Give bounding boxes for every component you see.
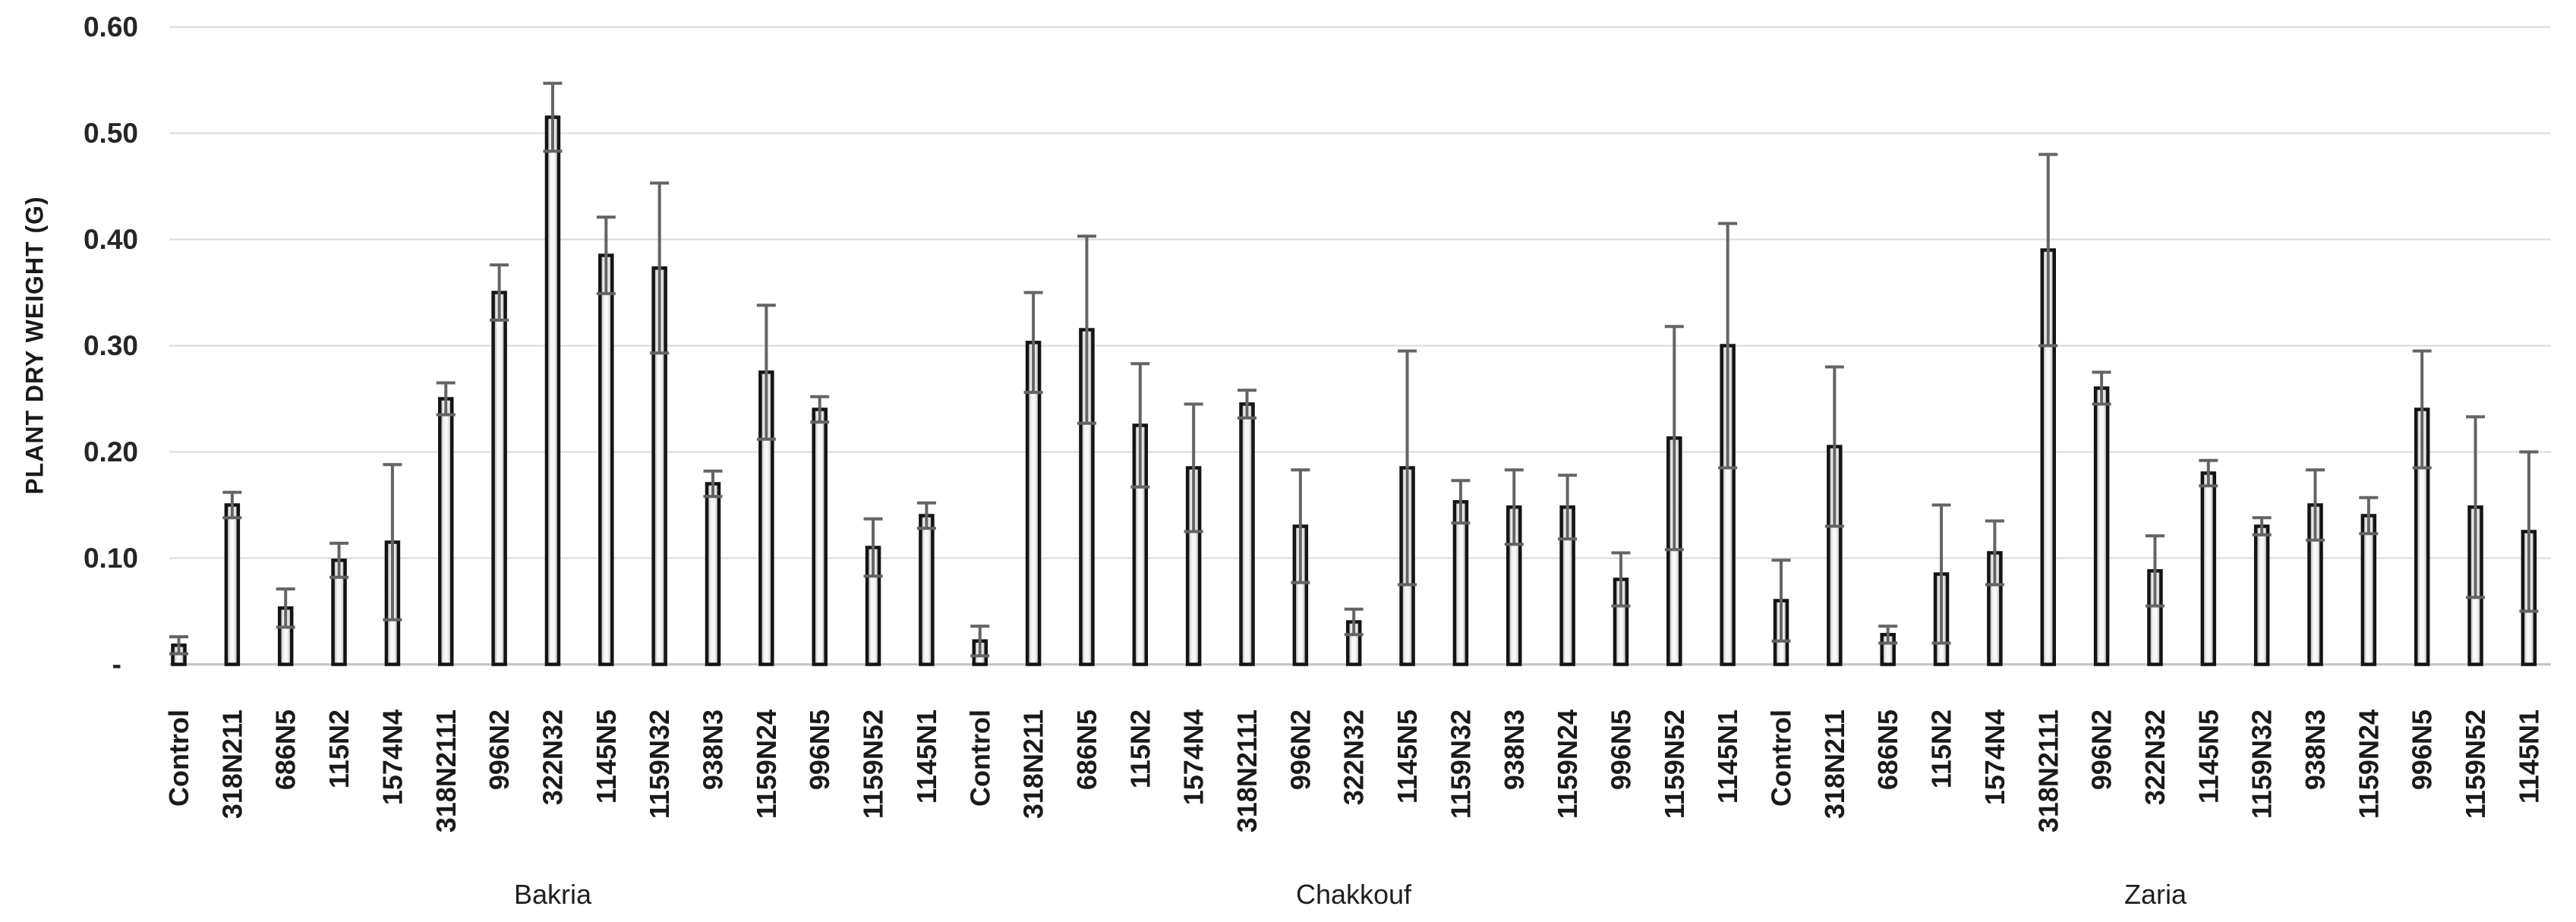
x-tick-label-chakkouf-1574n4: 1574N4 xyxy=(1178,710,1209,805)
bar-zaria-1145n5 xyxy=(2200,471,2217,666)
x-tick-label-zaria-1145n1: 1145N1 xyxy=(2513,710,2544,804)
x-tick-label-chakkouf-318n2111: 318N2111 xyxy=(1231,710,1263,832)
x-tick-label-zaria-322n32: 322N32 xyxy=(2139,710,2171,805)
x-tick-label-bakria-1159n32: 1159N32 xyxy=(644,710,675,819)
x-tick-label-bakria-control: Control xyxy=(163,710,194,807)
x-tick-label-zaria-996n2: 996N2 xyxy=(2086,710,2117,790)
y-tick-label-0.40: 0.40 xyxy=(84,224,138,255)
y-tick-label-0.20: 0.20 xyxy=(84,436,138,467)
x-tick-label-bakria-1159n24: 1159N24 xyxy=(751,710,782,819)
bar-zaria-996n2 xyxy=(2093,386,2110,666)
y-tick-label--: - xyxy=(112,649,121,680)
bar-bakria-318n2111 xyxy=(438,397,454,666)
x-tick-label-bakria-1145n1: 1145N1 xyxy=(911,710,942,804)
x-tick-label-bakria-1574n4: 1574N4 xyxy=(377,710,408,805)
bar-zaria-1159n32 xyxy=(2253,524,2270,666)
y-tick-label-0.50: 0.50 xyxy=(84,118,138,149)
y-axis-title: PLANT DRY WEIGHT (G) xyxy=(20,196,49,495)
x-tick-label-chakkouf-686n5: 686N5 xyxy=(1071,710,1102,790)
x-tick-label-chakkouf-996n2: 996N2 xyxy=(1285,710,1316,790)
bar-bakria-996n5 xyxy=(812,408,828,666)
x-tick-label-chakkouf-322n32: 322N32 xyxy=(1338,710,1370,805)
x-tick-label-chakkouf-938n3: 938N3 xyxy=(1499,710,1530,790)
x-tick-label-bakria-996n2: 996N2 xyxy=(484,710,515,790)
x-tick-label-zaria-control: Control xyxy=(1766,710,1797,807)
x-tick-label-bakria-1159n52: 1159N52 xyxy=(858,710,889,819)
x-tick-label-chakkouf-1159n24: 1159N24 xyxy=(1552,710,1583,819)
group-label-bakria: Bakria xyxy=(513,879,592,910)
x-tick-label-zaria-996n5: 996N5 xyxy=(2407,710,2438,790)
x-tick-label-chakkouf-1159n32: 1159N32 xyxy=(1445,710,1476,819)
bar-bakria-322n32 xyxy=(544,115,561,666)
bar-bakria-1145n5 xyxy=(598,253,614,666)
x-tick-label-chakkouf-1159n52: 1159N52 xyxy=(1659,710,1690,819)
y-tick-label-0.60: 0.60 xyxy=(84,11,138,42)
x-tick-label-bakria-318n2111: 318N2111 xyxy=(430,710,462,832)
x-tick-label-chakkouf-control: Control xyxy=(964,710,995,807)
x-tick-label-bakria-318n211: 318N211 xyxy=(216,710,248,819)
bar-bakria-1145n1 xyxy=(919,514,935,666)
x-tick-label-chakkouf-115n2: 115N2 xyxy=(1124,710,1156,788)
x-tick-label-zaria-938n3: 938N3 xyxy=(2300,710,2331,790)
x-tick-label-bakria-686n5: 686N5 xyxy=(270,710,301,790)
x-tick-label-zaria-1159n32: 1159N32 xyxy=(2247,710,2278,819)
x-tick-label-chakkouf-318n211: 318N211 xyxy=(1018,710,1049,819)
x-tick-label-zaria-318n211: 318N211 xyxy=(1819,710,1850,819)
x-tick-label-chakkouf-1145n5: 1145N5 xyxy=(1392,710,1423,804)
x-tick-label-bakria-115n2: 115N2 xyxy=(323,710,355,788)
group-label-chakkouf: Chakkouf xyxy=(1295,879,1412,910)
bar-bakria-938n3 xyxy=(705,482,721,666)
x-tick-label-bakria-1145n5: 1145N5 xyxy=(591,710,622,804)
bar-zaria-1159n24 xyxy=(2360,514,2377,666)
bar-chakkouf-318n2111 xyxy=(1239,402,1255,666)
y-tick-label-0.10: 0.10 xyxy=(84,543,138,574)
x-tick-label-chakkouf-996n5: 996N5 xyxy=(1605,710,1636,790)
x-tick-label-zaria-318n2111: 318N2111 xyxy=(2032,710,2064,832)
bar-bakria-318n211 xyxy=(224,503,241,666)
group-label-zaria: Zaria xyxy=(2124,879,2187,910)
x-tick-label-bakria-322n32: 322N32 xyxy=(537,710,568,805)
x-tick-label-zaria-1159n24: 1159N24 xyxy=(2353,710,2384,819)
x-tick-label-zaria-115n2: 115N2 xyxy=(1926,710,1957,788)
x-tick-label-zaria-686n5: 686N5 xyxy=(1872,710,1903,790)
x-tick-label-bakria-996n5: 996N5 xyxy=(804,710,835,790)
x-tick-label-bakria-938n3: 938N3 xyxy=(698,710,729,790)
x-tick-label-chakkouf-1145n1: 1145N1 xyxy=(1712,710,1743,804)
bar-chakkouf-1159n32 xyxy=(1452,500,1469,666)
x-tick-label-zaria-1574n4: 1574N4 xyxy=(1979,710,2010,805)
x-tick-label-zaria-1145n5: 1145N5 xyxy=(2193,710,2224,804)
y-tick-label-0.30: 0.30 xyxy=(84,330,138,361)
bar-bakria-996n2 xyxy=(491,291,507,666)
x-tick-label-zaria-1159n52: 1159N52 xyxy=(2460,710,2491,819)
